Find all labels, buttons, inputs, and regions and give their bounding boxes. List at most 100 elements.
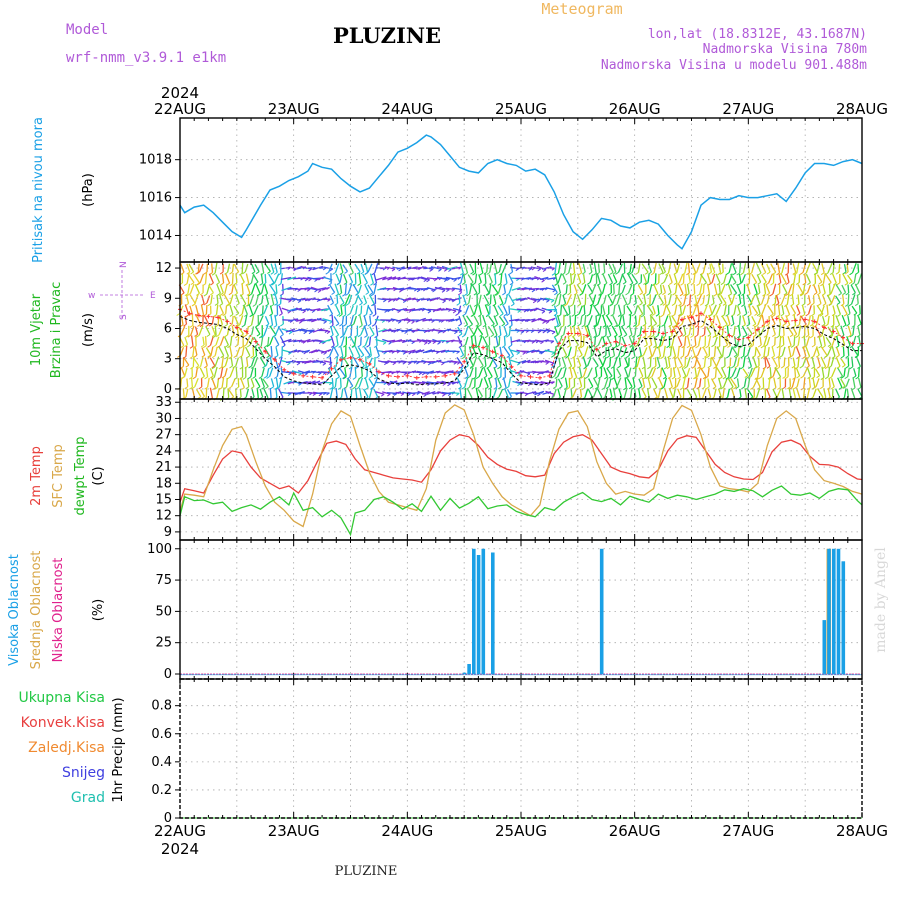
wind-arrow-head [423, 394, 427, 398]
wind-arrow-head [448, 269, 452, 272]
wind-arrow [544, 359, 555, 364]
wind-arrow [275, 284, 278, 294]
wind-arrow-head [600, 302, 605, 306]
wind-arrow [683, 293, 687, 305]
wind-arrow-head [629, 282, 634, 286]
wind-arrow [414, 381, 425, 384]
wind-arrow-head [756, 313, 761, 317]
wind-arrow [678, 273, 684, 283]
wind-arrow-head [824, 376, 829, 380]
wind-arrow-head [552, 386, 557, 390]
wind-arrow-head [265, 386, 269, 390]
wind-arrow [797, 294, 800, 304]
wind-arrow-head [633, 366, 638, 370]
wind-arrow-head [275, 344, 280, 348]
wind-arrow [338, 367, 347, 377]
wind-arrow [502, 377, 507, 388]
wind-arrow-head [777, 387, 781, 390]
wind-arrow [702, 347, 708, 356]
wind-arrow [300, 287, 311, 290]
wind-arrow-head [724, 344, 728, 348]
wind-arrow [255, 293, 260, 305]
wind-arrow-head [701, 386, 706, 390]
wind-arrow-head [326, 355, 330, 359]
wind-arrow [556, 315, 562, 326]
wind-arrow [668, 387, 674, 399]
wind-arrow [857, 325, 861, 336]
wind-arrow [457, 336, 463, 346]
wind-arrow-head [546, 330, 551, 334]
wind-arrow [214, 346, 218, 356]
wind-arrow-head [453, 278, 457, 282]
wind-arrow [477, 389, 483, 397]
wind-arrow [457, 326, 463, 335]
wind-arrow [450, 391, 460, 395]
wind-arrow-head [849, 272, 853, 276]
wind-arrow-head [778, 272, 783, 276]
wind-arrow [823, 388, 827, 398]
wind-arrow-head [811, 366, 815, 370]
wind-arrow-head [791, 365, 796, 369]
wind-arrow [796, 262, 800, 274]
wind-arrow-head [621, 272, 625, 276]
wind-arrow [498, 388, 504, 398]
wind-arrow [857, 377, 862, 388]
wind-arrow-head [226, 376, 231, 380]
wind-arrow-head [548, 310, 553, 314]
wind-arrow-head [251, 313, 255, 317]
wind-arrow-head [824, 366, 829, 370]
wind-arrow-head [776, 292, 780, 296]
wind-arrow [834, 325, 840, 336]
wind-arrow-head [422, 317, 426, 321]
wind-arrow-head [662, 292, 666, 296]
wind-arrow [628, 326, 633, 335]
wind-arrow-head [609, 282, 613, 286]
wind-arrow-head [429, 268, 433, 272]
wind-arrow-head [665, 272, 669, 276]
wind-arrow-head [551, 354, 555, 358]
wind-arrow-head [770, 313, 774, 317]
wind-arrow [224, 368, 228, 377]
wind-arrow-head [854, 303, 859, 307]
wind-arrow-head [615, 271, 619, 275]
wind-arrow-head [655, 313, 660, 317]
wind-arrow-head [766, 292, 770, 296]
wind-arrow-head [622, 281, 627, 285]
wind-arrow [235, 388, 237, 398]
wind-arrow [569, 273, 573, 284]
wind-arrow [534, 381, 544, 385]
wind-arrow [473, 304, 478, 315]
wind-arrow-head [476, 386, 480, 390]
wind-arrow [806, 387, 811, 399]
wind-arrow [827, 367, 831, 377]
wind-arrow [487, 377, 493, 388]
wind-arrow-head [469, 366, 474, 370]
wind-arrow [264, 315, 270, 325]
y-tick-label: 1016 [139, 191, 172, 206]
wind-arrow-head [789, 334, 794, 338]
wind-arrow-head [653, 323, 657, 327]
wind-arrow [782, 325, 785, 336]
wind-arrow [716, 315, 721, 326]
wind-arrow-head [704, 375, 709, 379]
wind-arrow-head [771, 323, 776, 327]
wind-arrow [712, 315, 716, 325]
wind-arrow [742, 293, 746, 305]
wind-arrow [752, 336, 755, 346]
wind-arrow [668, 274, 673, 283]
wind-arrow [761, 294, 766, 305]
wind-arrow-head [752, 323, 756, 327]
wind-arrow [414, 308, 426, 311]
wind-arrow [250, 315, 255, 326]
wind-arrow-head [450, 370, 454, 374]
wind-arrow [214, 325, 217, 336]
wind-arrow [727, 294, 733, 304]
wind-arrow [820, 305, 825, 314]
y-tick-label: 9 [164, 525, 172, 540]
wind-arrow-head [383, 276, 387, 280]
wind-arrow [390, 298, 400, 301]
wind-arrow [638, 346, 642, 356]
wind-arrow [663, 315, 669, 325]
wind-arrow-head [427, 383, 431, 387]
wind-arrow [686, 315, 693, 325]
